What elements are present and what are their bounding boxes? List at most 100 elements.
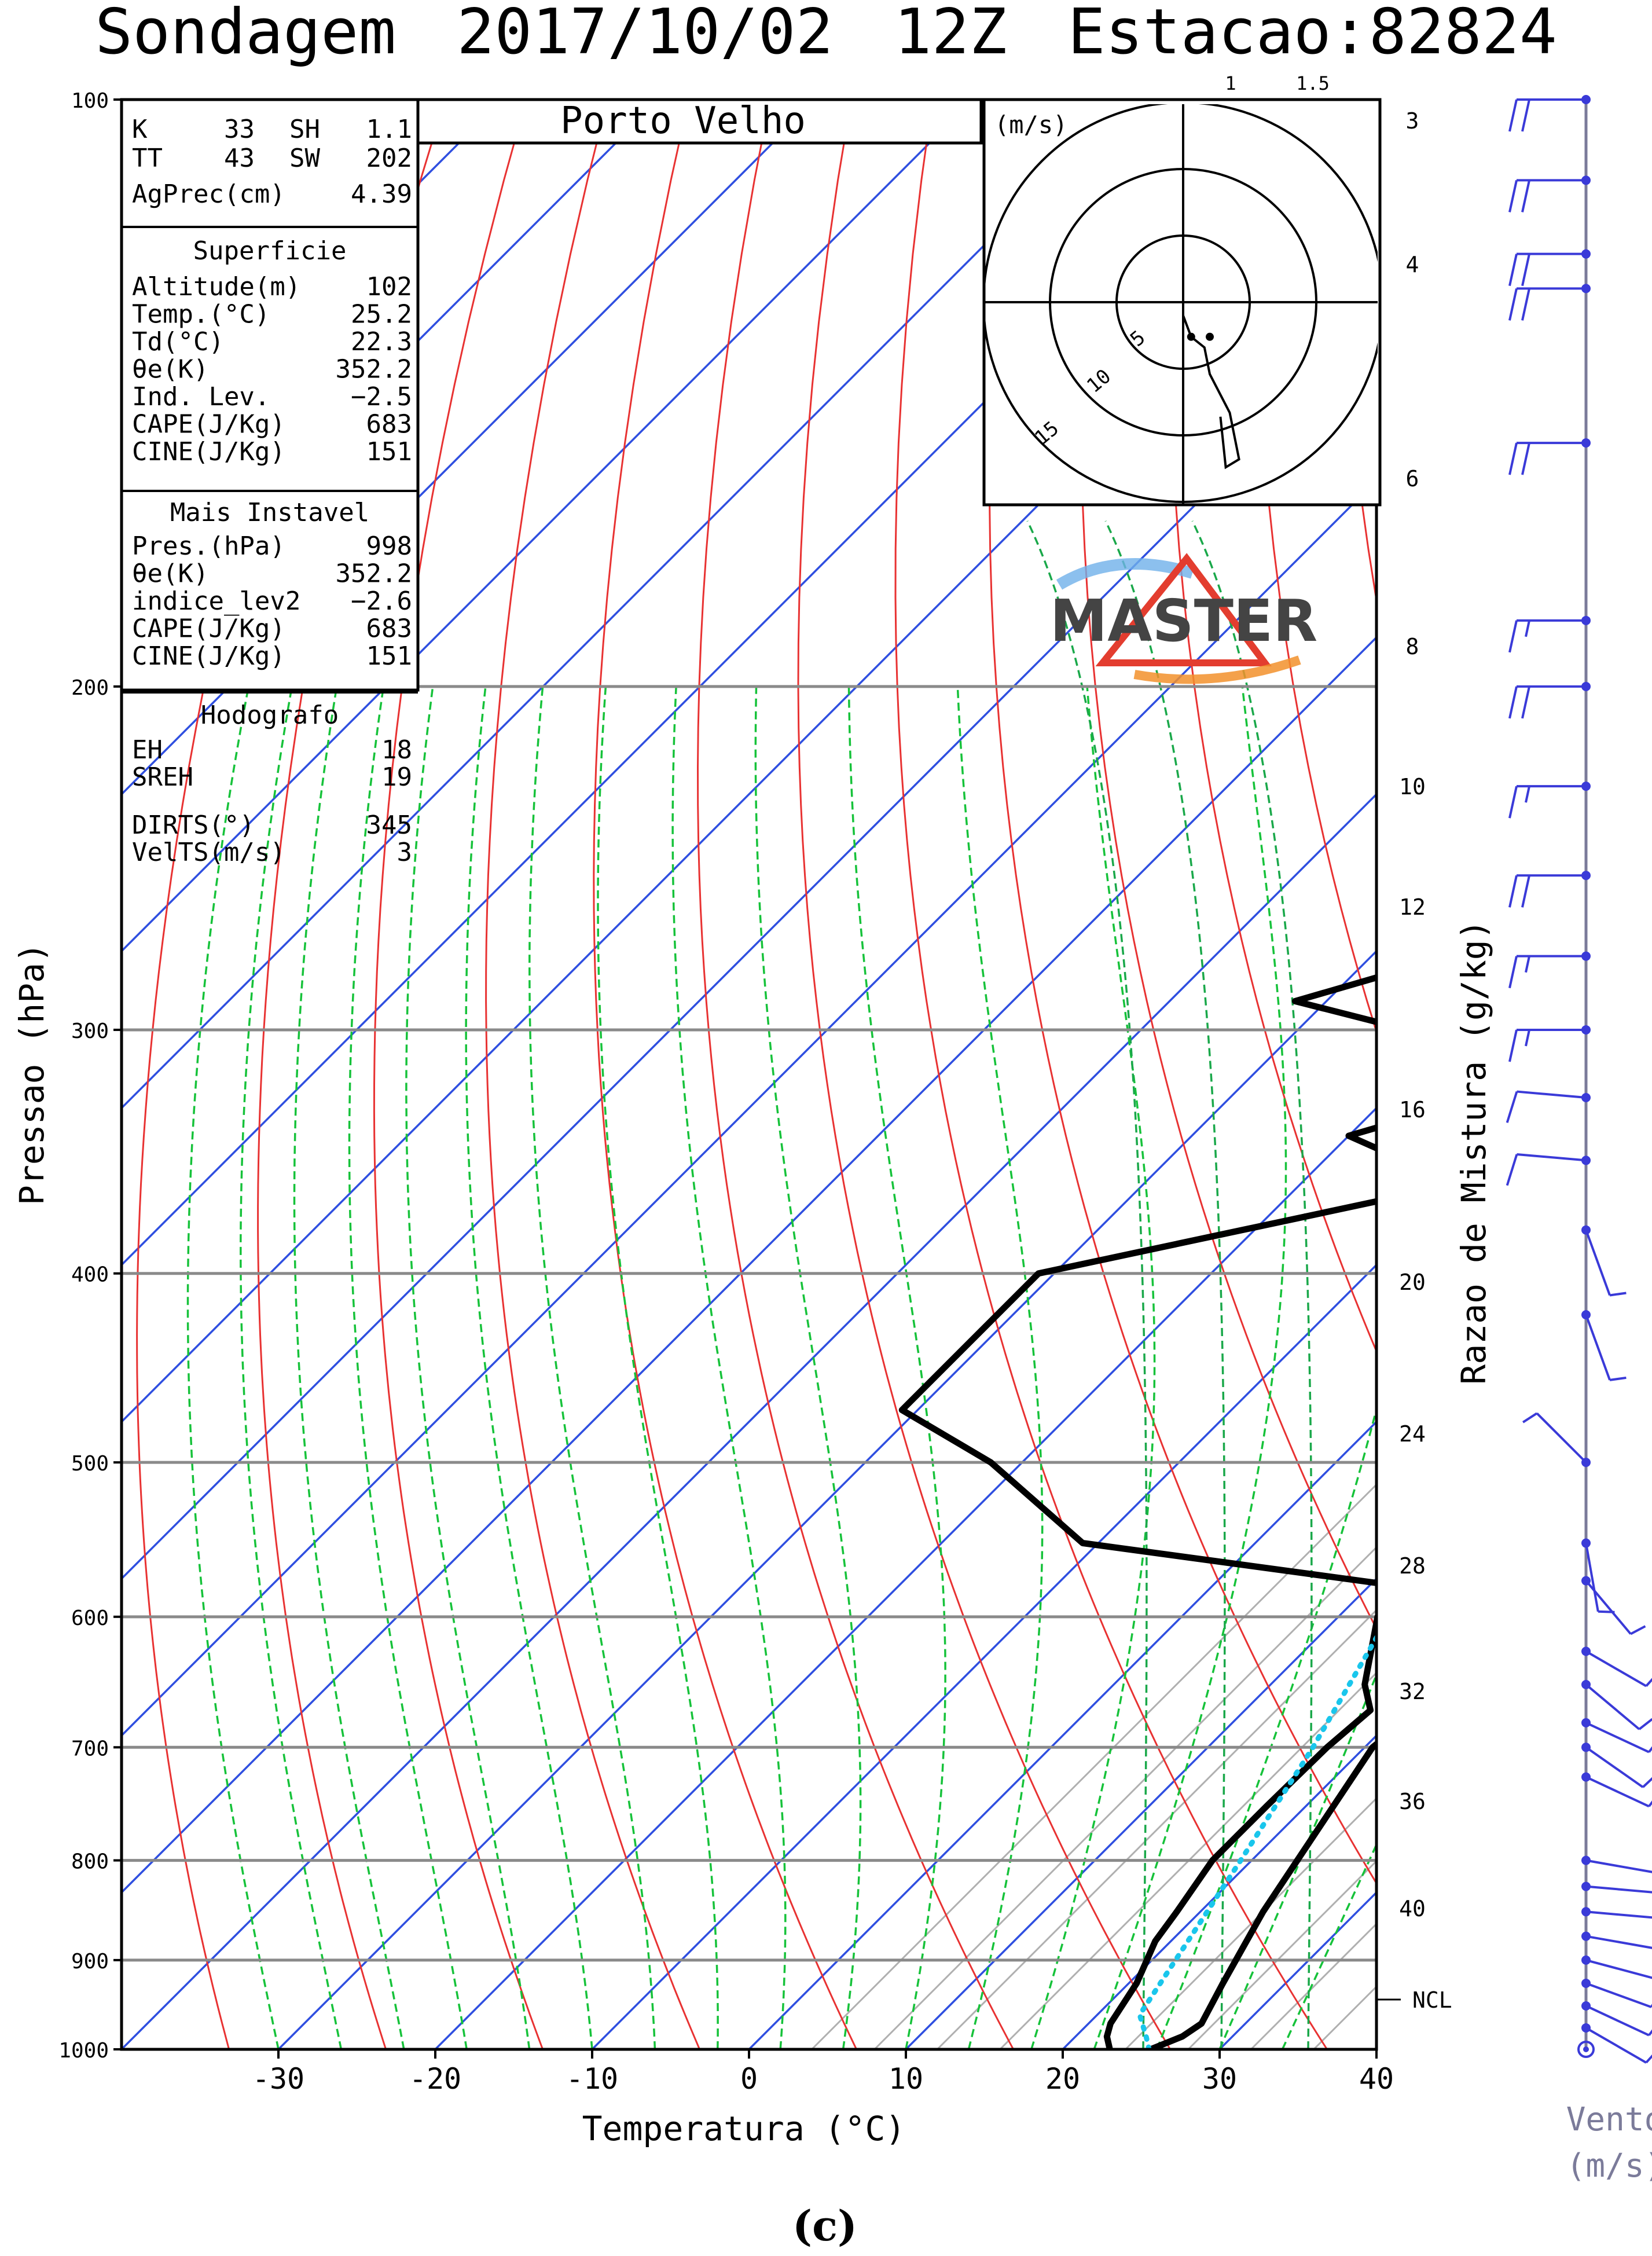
wind-barb-half-feather bbox=[1525, 956, 1530, 973]
isotherm-line bbox=[591, 1263, 1376, 2049]
mean-wind-marker bbox=[1206, 332, 1214, 341]
index-value: 1.1 bbox=[366, 115, 412, 144]
title-station-label: Estacao: bbox=[1068, 0, 1369, 68]
mais-instavel-item-label: CINE(J/Kg) bbox=[132, 641, 285, 671]
y-tick-label: 500 bbox=[71, 1452, 109, 1476]
isotherm-line bbox=[122, 100, 974, 953]
wind-barb-column bbox=[1506, 95, 1652, 2064]
wind-barb-half-feather bbox=[1630, 1625, 1646, 1635]
title-date: 2017/10/02 bbox=[457, 0, 833, 68]
x-tick-label: -20 bbox=[409, 2062, 461, 2096]
wind-barb-staff bbox=[1585, 1776, 1650, 1808]
wind-barb-staff bbox=[1585, 1859, 1652, 1873]
superficie-item-label: Temp.(°C) bbox=[132, 300, 270, 329]
isotherm-line bbox=[122, 100, 1288, 1267]
wind-barb-feather bbox=[1521, 99, 1530, 132]
dry-adiabat-line bbox=[136, 100, 365, 2049]
superficie-item-label: Altitude(m) bbox=[132, 272, 300, 302]
index-label: SH bbox=[289, 115, 320, 144]
wind-barb-feather bbox=[1521, 288, 1530, 321]
mais-instavel-item-label: CAPE(J/Kg) bbox=[132, 614, 285, 644]
y-tick-label: 800 bbox=[71, 1850, 109, 1874]
wind-barb-staff bbox=[1585, 1314, 1611, 1381]
y-tick-label: 300 bbox=[71, 1019, 109, 1043]
hodografo-item-label: SREH bbox=[132, 762, 193, 792]
index-value: 202 bbox=[366, 144, 412, 173]
storm-motion-marker bbox=[1187, 332, 1195, 341]
mixing-ratio-label: 20 bbox=[1399, 1270, 1426, 1295]
wind-label-line1: Vento bbox=[1566, 2101, 1652, 2138]
wind-barb-feather bbox=[1508, 786, 1518, 819]
wind-barb-half-feather bbox=[1638, 1718, 1652, 1730]
title-station-id: 82824 bbox=[1369, 0, 1557, 68]
mixing-ratio-label: 10 bbox=[1399, 774, 1426, 799]
wind-barb-staff bbox=[1585, 1935, 1652, 1949]
wind-barb-feather bbox=[1508, 1029, 1518, 1062]
wind-barb-feather bbox=[1508, 254, 1518, 287]
skewed-guide-line bbox=[937, 1609, 1376, 2049]
wind-barb-half-feather bbox=[1525, 1029, 1530, 1047]
wind-barb-staff bbox=[1585, 2005, 1650, 2037]
hodografo-item-label: DIRTS(°) bbox=[132, 810, 255, 840]
mixing-ratio-label: 32 bbox=[1399, 1679, 1426, 1704]
superficie-item-value: 683 bbox=[366, 410, 412, 439]
dry-adiabat-line bbox=[1080, 100, 1376, 1631]
isotherm-line bbox=[905, 1577, 1376, 2049]
mais-instavel-item-value: 998 bbox=[366, 531, 412, 561]
mixing-ratio-line bbox=[1026, 520, 1148, 2049]
mixing-ratio-label: 3 bbox=[1406, 108, 1419, 134]
wind-barb-staff bbox=[1585, 1746, 1644, 1788]
temperature-profile bbox=[1149, 1740, 1376, 2049]
wind-barb-staff bbox=[1585, 1580, 1632, 1635]
mais-instavel-item-label: indice_lev2 bbox=[132, 586, 300, 616]
x-tick-label: 20 bbox=[1045, 2062, 1080, 2096]
wind-barb-staff bbox=[1585, 1722, 1650, 1754]
master-logo-text: MASTER bbox=[1050, 587, 1317, 655]
isotherm-line bbox=[122, 100, 1131, 1110]
wind-barb-feather bbox=[1508, 620, 1518, 653]
hodografo-item-value: 19 bbox=[381, 762, 412, 792]
wind-barb-feather bbox=[1521, 686, 1530, 719]
superficie-item-label: Td(°C) bbox=[132, 327, 224, 357]
wind-barb-feather bbox=[1506, 1154, 1518, 1186]
wind-barb-staff bbox=[1517, 1090, 1587, 1099]
wind-barb-half-feather bbox=[1525, 620, 1530, 637]
wind-barb-feather bbox=[1508, 442, 1518, 475]
wind-barb-feather bbox=[1506, 1091, 1518, 1123]
wind-barb-half-feather bbox=[1642, 1777, 1652, 1788]
hodografo-item-value: 18 bbox=[381, 735, 412, 765]
superficie-item-value: 25.2 bbox=[351, 300, 412, 329]
wind-label-line2: (m/s) bbox=[1566, 2147, 1652, 2185]
dry-adiabat-line bbox=[373, 100, 544, 2049]
wind-barb-half-feather bbox=[1609, 1376, 1627, 1381]
y-tick-label: 600 bbox=[71, 1606, 109, 1630]
skewed-guide-line bbox=[811, 1483, 1376, 2049]
wind-barb-staff bbox=[1585, 1958, 1652, 1979]
mixing-ratio-line bbox=[1191, 520, 1313, 2049]
wind-barb-feather bbox=[1508, 956, 1518, 989]
wind-barb-feather bbox=[1648, 1800, 1652, 1807]
wind-barb-staff bbox=[1585, 1650, 1647, 1688]
skewed-guide-line bbox=[999, 1671, 1376, 2049]
wind-barb-half-feather bbox=[1645, 1678, 1652, 1687]
sounding-title: Sondagem 2017/10/02 12Z Estacao:82824 bbox=[95, 0, 1557, 68]
wind-barb-feather bbox=[1521, 875, 1530, 908]
skewed-guide-line bbox=[873, 1546, 1376, 2049]
mixing-ratio-label: 12 bbox=[1399, 894, 1426, 920]
agprec-label: AgPrec(cm) bbox=[132, 179, 285, 209]
y-tick-label: 1000 bbox=[58, 2039, 109, 2063]
dry-adiabat-line bbox=[894, 100, 1328, 2049]
mixing-ratio-label: 4 bbox=[1406, 252, 1419, 277]
dry-adiabat-line bbox=[1338, 100, 1376, 606]
wind-barb-half-feather bbox=[1522, 1412, 1538, 1424]
isotherm-line bbox=[122, 100, 817, 796]
moist-adiabat-line bbox=[1030, 686, 1156, 2049]
wind-barb-staff bbox=[1585, 1885, 1652, 1894]
skewed-guide-line bbox=[1502, 100, 1652, 2049]
moist-adiabat-line bbox=[1281, 1842, 1376, 2049]
index-label: SW bbox=[289, 144, 320, 173]
y-axis-label: Pressao (hPa) bbox=[12, 942, 52, 1205]
dry-adiabat-line bbox=[1168, 100, 1376, 1353]
